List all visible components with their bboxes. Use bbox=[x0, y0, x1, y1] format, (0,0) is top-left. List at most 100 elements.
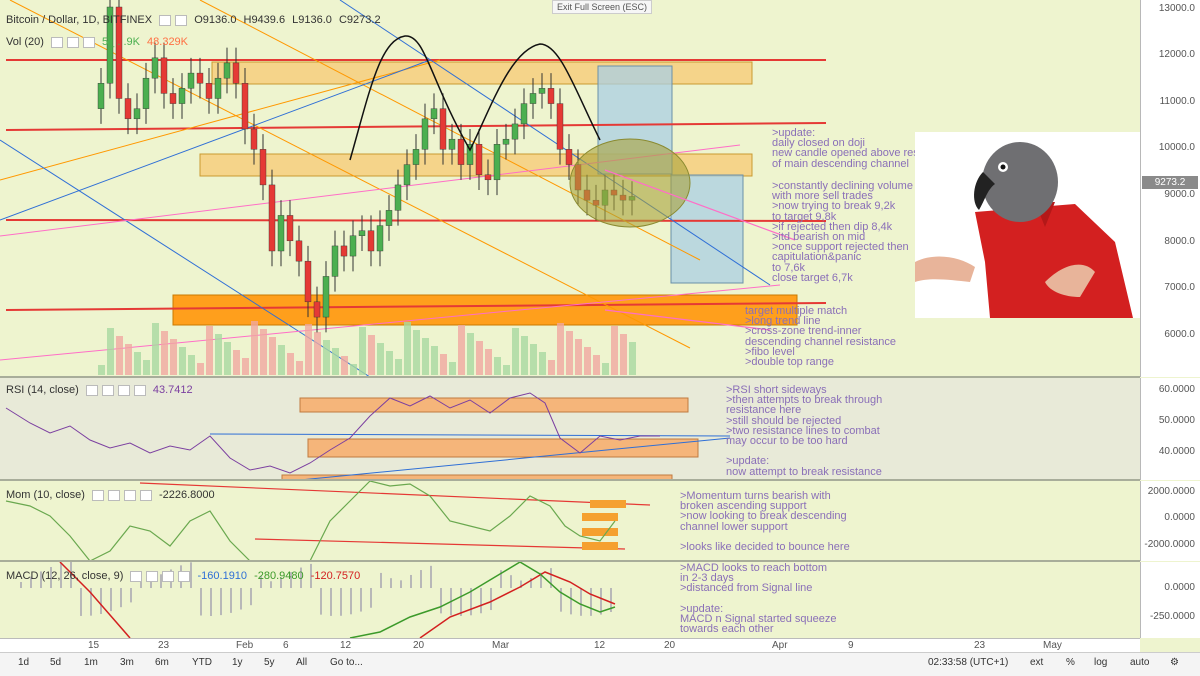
macd-box-1[interactable] bbox=[130, 570, 143, 582]
high-value: H9439.6 bbox=[243, 14, 286, 26]
rsi-box-2[interactable] bbox=[101, 384, 114, 396]
volume-bar bbox=[521, 336, 528, 375]
ext-toggle[interactable]: ext bbox=[1030, 657, 1044, 668]
annotation-rsi: >RSI short sideways >then attempts to br… bbox=[726, 384, 883, 478]
price-tick: 10000.0 bbox=[1158, 142, 1195, 153]
macd-hist-bar bbox=[260, 575, 262, 588]
rsi-box-3[interactable] bbox=[117, 384, 130, 396]
volume-bar bbox=[296, 361, 303, 375]
macd-hist-bar bbox=[250, 588, 252, 606]
volume-bar bbox=[332, 348, 339, 375]
eye-box[interactable] bbox=[175, 14, 188, 26]
volume-label[interactable]: Vol (20) bbox=[6, 36, 44, 48]
macd-hist-bar bbox=[370, 588, 372, 608]
pane-separator-2[interactable] bbox=[0, 479, 1140, 481]
macd-box-2[interactable] bbox=[146, 570, 159, 582]
candle-body bbox=[304, 260, 312, 303]
auto-toggle[interactable]: auto bbox=[1130, 657, 1150, 668]
macd-box-4[interactable] bbox=[178, 570, 191, 582]
vol-box-1[interactable] bbox=[50, 36, 63, 48]
candle-body bbox=[115, 6, 123, 99]
log-toggle[interactable]: log bbox=[1094, 657, 1108, 668]
target-zone bbox=[172, 294, 798, 326]
interval-1y[interactable]: 1y bbox=[232, 657, 243, 668]
resistance-line-2 bbox=[5, 122, 827, 131]
interval-1d[interactable]: 1d bbox=[18, 657, 30, 668]
mom-box-3[interactable] bbox=[123, 489, 136, 501]
pane-separator-1[interactable] bbox=[0, 376, 1140, 378]
time-axis[interactable]: 15 23 Feb 6 12 20 Mar 12 20 Apr 9 23 May bbox=[0, 638, 1140, 653]
macd-header: MACD (12, 26, close, 9) -160.1910 -280.9… bbox=[6, 570, 364, 582]
macd-hist-bar bbox=[30, 576, 32, 588]
goto-button[interactable]: Go to... bbox=[330, 657, 363, 668]
interval-3m[interactable]: 3m bbox=[120, 657, 134, 668]
macd-hist-bar bbox=[140, 578, 142, 588]
volume-bar bbox=[530, 344, 537, 375]
rsi-box-1[interactable] bbox=[85, 384, 98, 396]
settings-icon[interactable]: ⚙ bbox=[1170, 657, 1179, 668]
x-tick: May bbox=[1043, 640, 1062, 651]
candle-body bbox=[214, 77, 222, 99]
momentum-chart[interactable] bbox=[0, 481, 1140, 561]
low-value: L9136.0 bbox=[292, 14, 332, 26]
vol-box-2[interactable] bbox=[66, 36, 79, 48]
rsi-tick: 50.0000 bbox=[1158, 415, 1195, 426]
volume-value-1: 5_ . .9K bbox=[102, 36, 140, 48]
arrow-2 bbox=[604, 309, 771, 331]
pane-separator-3[interactable] bbox=[0, 560, 1140, 562]
macd-box-3[interactable] bbox=[162, 570, 175, 582]
mom-box-4[interactable] bbox=[139, 489, 152, 501]
mom-label[interactable]: Mom (10, close) bbox=[6, 489, 85, 501]
macd-hist-bar bbox=[190, 562, 192, 588]
rsi-axis[interactable]: 60.0000 50.0000 40.0000 bbox=[1140, 378, 1200, 480]
candle-body bbox=[565, 149, 573, 165]
candle-body bbox=[142, 77, 150, 109]
candle-body bbox=[475, 144, 483, 175]
candle-body bbox=[367, 230, 375, 252]
macd-hist-bar bbox=[160, 574, 162, 588]
candle-body bbox=[556, 103, 564, 150]
macd-axis[interactable]: 0.0000 -250.0000 bbox=[1140, 562, 1200, 638]
last-price-tag: 9273.2 bbox=[1142, 176, 1198, 189]
volume-bar bbox=[602, 363, 609, 375]
macd-hist-bar bbox=[600, 588, 602, 615]
settings-box[interactable] bbox=[159, 14, 172, 26]
macd-hist-bar bbox=[400, 580, 402, 588]
candle-body bbox=[295, 240, 303, 262]
blue-trendline-3 bbox=[339, 0, 771, 286]
annotation-macd: >MACD looks to reach bottom in 2-3 days … bbox=[680, 562, 837, 636]
candle-body bbox=[277, 215, 285, 252]
rsi-box-4[interactable] bbox=[133, 384, 146, 396]
interval-all[interactable]: All bbox=[296, 657, 308, 668]
rsi-pane[interactable]: RSI (14, close) 43.7412 >RSI short sidew… bbox=[0, 378, 1140, 480]
macd-pane[interactable]: MACD (12, 26, close, 9) -160.1910 -280.9… bbox=[0, 562, 1140, 638]
annotation-volume: >constantly declining volume with more s… bbox=[772, 180, 913, 284]
mom-axis[interactable]: 2000.0000 0.0000 -2000.0000 bbox=[1140, 481, 1200, 561]
macd-hist-bar bbox=[320, 588, 322, 615]
interval-6m[interactable]: 6m bbox=[155, 657, 169, 668]
macd-hist-bar bbox=[50, 567, 52, 588]
volume-bar bbox=[350, 364, 357, 375]
candle-body bbox=[106, 6, 114, 84]
mom-box-2[interactable] bbox=[107, 489, 120, 501]
vol-box-3[interactable] bbox=[82, 36, 95, 48]
mom-box-1[interactable] bbox=[91, 489, 104, 501]
volume-bar bbox=[458, 325, 465, 375]
rsi-label[interactable]: RSI (14, close) bbox=[6, 384, 79, 396]
interval-5y[interactable]: 5y bbox=[264, 657, 275, 668]
price-chart[interactable] bbox=[0, 0, 1140, 377]
interval-ytd[interactable]: YTD bbox=[192, 657, 212, 668]
volume-bar bbox=[584, 347, 591, 375]
percent-toggle[interactable]: % bbox=[1066, 657, 1075, 668]
symbol-name[interactable]: Bitcoin / Dollar, 1D, BITFINEX bbox=[6, 14, 153, 26]
macd-label[interactable]: MACD (12, 26, close, 9) bbox=[6, 570, 124, 582]
rsi-chart[interactable] bbox=[0, 378, 1140, 480]
volume-bar bbox=[467, 333, 474, 375]
interval-5d[interactable]: 5d bbox=[50, 657, 62, 668]
macd-hist-bar bbox=[20, 582, 22, 588]
volume-bar bbox=[242, 358, 249, 375]
exit-fullscreen-button[interactable]: Exit Full Screen (ESC) bbox=[552, 0, 653, 14]
x-tick: 23 bbox=[974, 640, 986, 651]
momentum-pane[interactable]: Mom (10, close) -2226.8000 >Momentum tur… bbox=[0, 481, 1140, 561]
interval-1m[interactable]: 1m bbox=[84, 657, 98, 668]
